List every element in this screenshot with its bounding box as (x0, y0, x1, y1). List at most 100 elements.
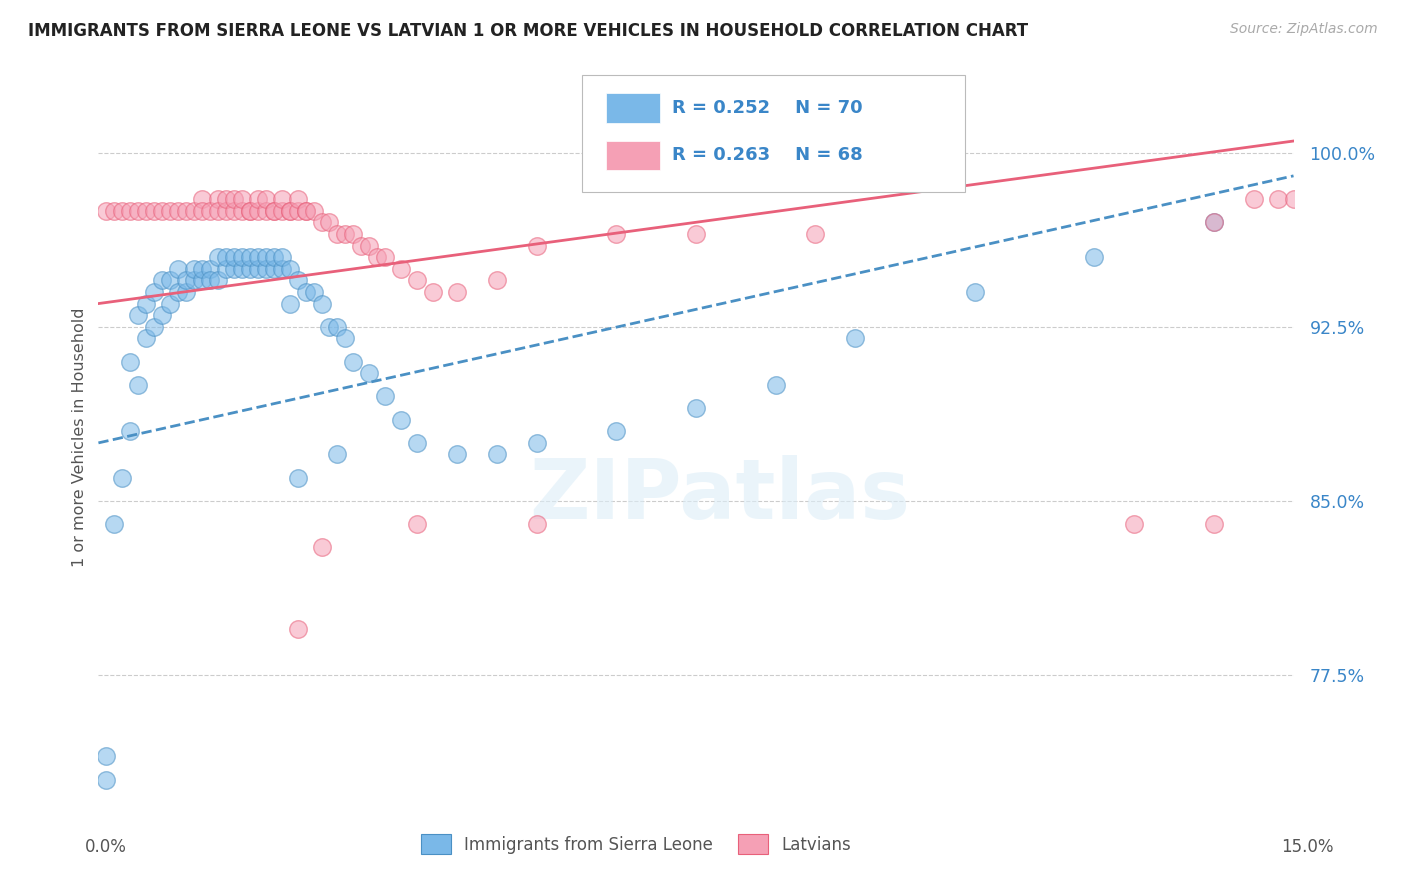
Point (294, 285, 316, 299)
Point (231, 192, 253, 206)
Text: R = 0.263    N = 68: R = 0.263 N = 68 (672, 146, 863, 164)
Point (605, 227, 627, 241)
Point (342, 354, 364, 368)
Point (96, 749, 118, 764)
Point (215, 192, 238, 206)
Point (183, 273, 205, 287)
Point (963, 285, 986, 299)
Point (150, 203, 173, 218)
Point (246, 250, 269, 264)
Point (183, 261, 205, 276)
Point (326, 319, 349, 334)
Point (120, 203, 142, 218)
Point (254, 203, 277, 218)
Point (254, 192, 277, 206)
Point (222, 192, 245, 206)
Point (207, 250, 229, 264)
Point (366, 250, 388, 264)
Point (1083, 250, 1105, 264)
Point (207, 192, 229, 206)
Text: ZIPatlas: ZIPatlas (530, 455, 910, 536)
Y-axis label: 1 or more Vehicles in Household: 1 or more Vehicles in Household (72, 308, 87, 566)
Text: IMMIGRANTS FROM SIERRA LEONE VS LATVIAN 1 OR MORE VEHICLES IN HOUSEHOLD CORRELAT: IMMIGRANTS FROM SIERRA LEONE VS LATVIAN … (28, 22, 1028, 40)
Point (167, 261, 190, 276)
Point (1202, 215, 1225, 229)
Point (239, 250, 262, 264)
Point (207, 203, 229, 218)
Point (1267, 192, 1289, 206)
Point (127, 308, 149, 322)
Point (270, 250, 292, 264)
Point (278, 261, 301, 276)
Point (302, 203, 325, 218)
Point (270, 203, 292, 218)
Point (318, 319, 340, 334)
Point (246, 203, 269, 218)
Point (526, 436, 548, 450)
Point (287, 192, 309, 206)
Point (127, 203, 149, 218)
Point (167, 285, 190, 299)
Point (239, 203, 262, 218)
Point (406, 517, 429, 532)
Point (159, 273, 181, 287)
Point (159, 203, 181, 218)
Point (685, 401, 707, 415)
Point (526, 517, 548, 532)
Point (406, 436, 429, 450)
Point (485, 273, 508, 287)
Point (231, 250, 253, 264)
Point (278, 203, 301, 218)
Point (326, 227, 349, 241)
Point (326, 448, 349, 462)
Point (239, 203, 262, 218)
Point (278, 203, 301, 218)
Point (263, 203, 285, 218)
Text: 15.0%: 15.0% (1281, 838, 1334, 855)
Bar (606, 141, 661, 170)
Point (685, 227, 707, 241)
Point (263, 261, 285, 276)
Point (1202, 517, 1225, 532)
Point (389, 412, 412, 426)
Point (422, 285, 444, 299)
Point (135, 203, 157, 218)
Point (191, 273, 214, 287)
Point (406, 273, 429, 287)
Point (159, 296, 181, 310)
Point (246, 192, 269, 206)
Point (526, 238, 548, 252)
Point (287, 471, 309, 485)
Point (389, 261, 412, 276)
Point (294, 203, 316, 218)
Point (103, 517, 125, 532)
Point (174, 203, 197, 218)
Text: Source: ZipAtlas.com: Source: ZipAtlas.com (1230, 22, 1378, 37)
Point (765, 377, 787, 392)
Point (294, 203, 316, 218)
Point (254, 261, 277, 276)
Point (135, 296, 157, 310)
Point (246, 261, 269, 276)
Point (446, 285, 468, 299)
Point (342, 227, 364, 241)
FancyBboxPatch shape (582, 75, 965, 192)
Text: R = 0.252    N = 70: R = 0.252 N = 70 (672, 99, 863, 117)
Point (111, 471, 134, 485)
Point (278, 296, 301, 310)
Point (120, 354, 142, 368)
Point (605, 424, 627, 438)
Point (287, 622, 309, 636)
Point (311, 296, 333, 310)
Point (270, 192, 292, 206)
Point (96, 772, 118, 787)
Point (215, 203, 238, 218)
Point (311, 215, 333, 229)
Point (350, 238, 373, 252)
Point (150, 308, 173, 322)
Point (302, 285, 325, 299)
Point (191, 203, 214, 218)
Point (359, 366, 381, 380)
Point (263, 203, 285, 218)
Point (174, 285, 197, 299)
